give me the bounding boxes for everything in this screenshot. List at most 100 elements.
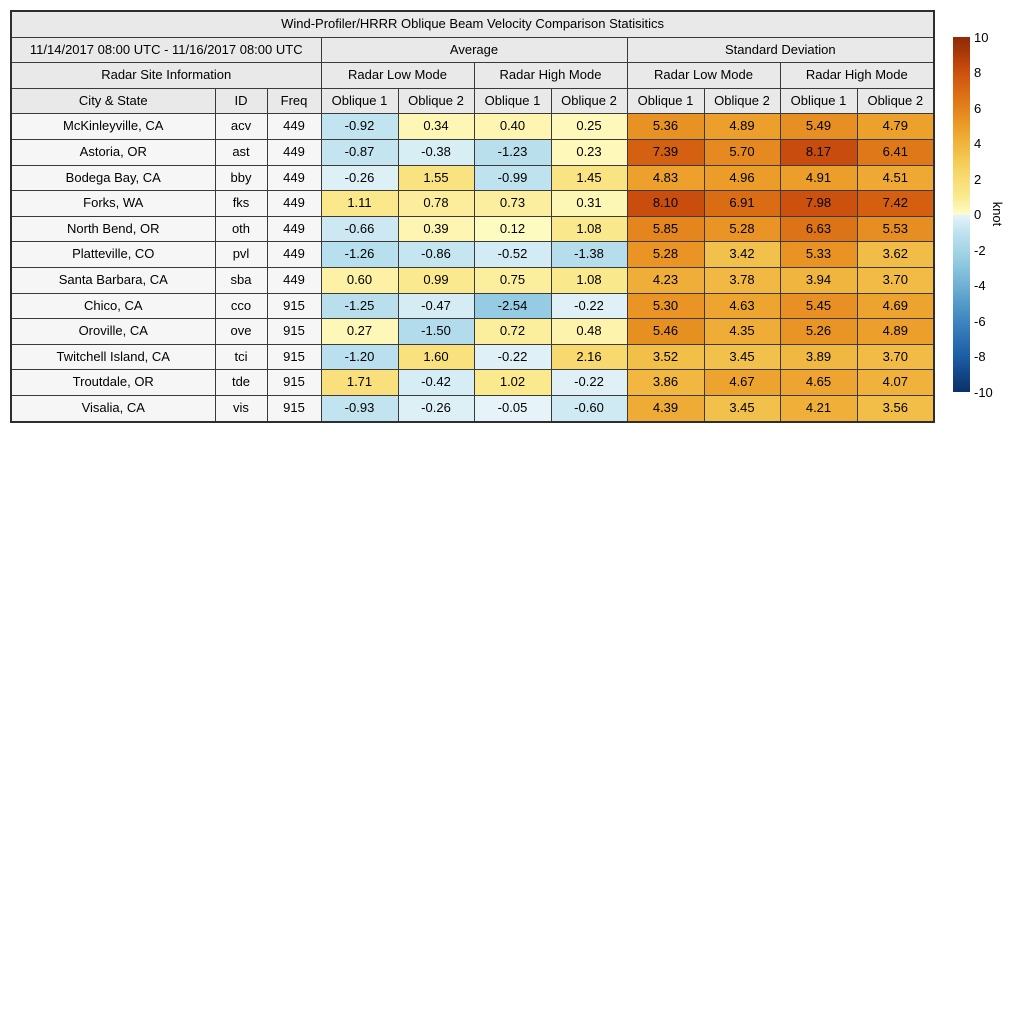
value-cell: 7.42 xyxy=(856,190,935,217)
value-cell: 0.39 xyxy=(397,215,475,243)
value-cell: -0.26 xyxy=(320,164,399,192)
colorbar-gradient xyxy=(953,37,970,392)
value-cell: 5.49 xyxy=(779,113,858,140)
freq-cell: 915 xyxy=(266,343,322,371)
city-cell: Bodega Bay, CA xyxy=(10,164,216,192)
site-row-fks: Forks, WA fks 449 1.11 0.78 0.73 0.31 8.10 6.91 7… xyxy=(10,190,935,217)
value-cell: 5.45 xyxy=(779,292,858,320)
value-cell: -0.60 xyxy=(550,394,628,423)
col-header-freq: Freq xyxy=(266,87,322,115)
freq-cell: 449 xyxy=(266,164,322,192)
col-header-oblique: Oblique 2 xyxy=(397,87,475,115)
value-cell: 3.89 xyxy=(779,343,858,371)
value-cell: -0.66 xyxy=(320,215,399,243)
colorbar-tick-label: -2 xyxy=(974,242,986,258)
value-cell: -1.26 xyxy=(320,241,399,268)
group-header-average: Average xyxy=(320,36,628,64)
col-header-oblique: Oblique 2 xyxy=(856,87,935,115)
value-cell: 0.23 xyxy=(550,138,628,166)
freq-cell: 449 xyxy=(266,190,322,217)
value-cell: -0.87 xyxy=(320,138,399,166)
col-header-oblique: Oblique 1 xyxy=(320,87,399,115)
value-cell: -1.23 xyxy=(473,138,552,166)
value-cell: 4.51 xyxy=(856,164,935,192)
value-cell: 4.21 xyxy=(779,394,858,423)
value-cell: 0.78 xyxy=(397,190,475,217)
value-cell: 5.33 xyxy=(779,241,858,268)
colorbar-unit-label: knot xyxy=(990,201,1005,227)
freq-cell: 449 xyxy=(266,215,322,243)
value-cell: 0.40 xyxy=(473,113,552,140)
value-cell: -1.20 xyxy=(320,343,399,371)
city-cell: McKinleyville, CA xyxy=(10,113,216,140)
site-id-cell: sba xyxy=(214,266,268,294)
value-cell: 3.56 xyxy=(856,394,935,423)
site-row-tde: Troutdale, OR tde 915 1.71 -0.42 1.02 -0.22 3.8… xyxy=(10,369,935,396)
value-cell: 4.69 xyxy=(856,292,935,320)
table-title: Wind-Profiler/HRRR Oblique Beam Velocity… xyxy=(10,10,935,38)
value-cell: 0.75 xyxy=(473,266,552,294)
city-cell: Forks, WA xyxy=(10,190,216,217)
freq-cell: 915 xyxy=(266,292,322,320)
value-cell: 4.83 xyxy=(626,164,705,192)
value-cell: -0.38 xyxy=(397,138,475,166)
value-cell: 3.70 xyxy=(856,343,935,371)
value-cell: -1.50 xyxy=(397,318,475,345)
value-cell: 4.89 xyxy=(856,318,935,345)
value-cell: 3.78 xyxy=(703,266,781,294)
value-cell: -0.22 xyxy=(550,292,628,320)
col-header-city-state: City & State xyxy=(10,87,216,115)
value-cell: -0.99 xyxy=(473,164,552,192)
site-id-cell: bby xyxy=(214,164,268,192)
city-cell: Chico, CA xyxy=(10,292,216,320)
freq-cell: 449 xyxy=(266,266,322,294)
value-cell: 5.26 xyxy=(779,318,858,345)
value-cell: 2.16 xyxy=(550,343,628,371)
value-cell: 3.45 xyxy=(703,343,781,371)
value-cell: 7.39 xyxy=(626,138,705,166)
site-id-cell: pvl xyxy=(214,241,268,268)
site-row-acv: McKinleyville, CA acv 449 -0.92 0.34 0.40 0.25… xyxy=(10,113,935,140)
col-header-oblique: Oblique 2 xyxy=(550,87,628,115)
mode-header-std-high: Radar High Mode xyxy=(779,62,935,89)
site-id-cell: vis xyxy=(214,394,268,423)
value-cell: -0.22 xyxy=(550,369,628,396)
value-cell: 4.91 xyxy=(779,164,858,192)
col-header-oblique: Oblique 2 xyxy=(703,87,781,115)
freq-cell: 915 xyxy=(266,369,322,396)
value-cell: 7.98 xyxy=(779,190,858,217)
site-row-cco: Chico, CA cco 915 -1.25 -0.47 -2.54 -0.22 5.30 4… xyxy=(10,292,935,320)
value-cell: 5.30 xyxy=(626,292,705,320)
value-cell: 4.39 xyxy=(626,394,705,423)
value-cell: -0.26 xyxy=(397,394,475,423)
site-id-cell: cco xyxy=(214,292,268,320)
stats-table: Wind-Profiler/HRRR Oblique Beam Velocity… xyxy=(10,10,936,423)
colorbar-tick-label: 10 xyxy=(974,29,989,45)
mode-header-std-low: Radar Low Mode xyxy=(626,62,781,89)
colorbar-tick-label: -8 xyxy=(974,349,986,364)
col-header-oblique: Oblique 1 xyxy=(779,87,858,115)
site-id-cell: ove xyxy=(214,318,268,345)
freq-cell: 449 xyxy=(266,138,322,166)
colorbar-tick-label: 0 xyxy=(974,207,982,222)
title-row: Wind-Profiler/HRRR Oblique Beam Velocity… xyxy=(10,10,935,38)
value-cell: 8.10 xyxy=(626,190,705,217)
value-cell: 3.94 xyxy=(779,266,858,294)
site-id-cell: acv xyxy=(214,113,268,140)
value-cell: 0.73 xyxy=(473,190,552,217)
city-cell: North Bend, OR xyxy=(10,215,216,243)
value-cell: 0.34 xyxy=(397,113,475,140)
value-cell: 5.46 xyxy=(626,318,705,345)
value-cell: -0.42 xyxy=(397,369,475,396)
site-row-ast: Astoria, OR ast 449 -0.87 -0.38 -1.23 0.23 7.39… xyxy=(10,138,935,166)
freq-cell: 449 xyxy=(266,241,322,268)
value-cell: 0.27 xyxy=(320,318,399,345)
value-cell: 1.60 xyxy=(397,343,475,371)
value-cell: 5.70 xyxy=(703,138,781,166)
value-cell: 1.11 xyxy=(320,190,399,217)
value-cell: 4.65 xyxy=(779,369,858,396)
site-info-header: Radar Site Information xyxy=(10,62,322,89)
value-cell: 3.45 xyxy=(703,394,781,423)
city-cell: Visalia, CA xyxy=(10,394,216,423)
